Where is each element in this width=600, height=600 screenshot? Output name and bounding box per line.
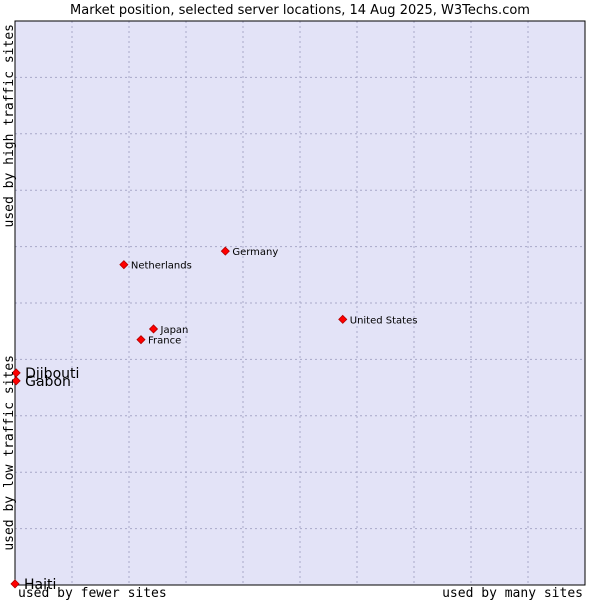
point-germany: Germany [220, 246, 278, 258]
marker-haiti [10, 579, 20, 589]
plot-border [14, 20, 586, 586]
marker-france [136, 335, 146, 345]
y-axis-label-bottom: used by low traffic sites [2, 355, 17, 551]
marker-gabon [11, 376, 21, 386]
marker-united-states [338, 314, 348, 324]
label-djibouti: Djibouti [25, 366, 79, 382]
label-germany: Germany [232, 247, 278, 258]
x-axis-label-right: used by many sites [442, 586, 583, 600]
y-axis-label-top: used by high traffic sites [2, 24, 17, 228]
point-haiti: Haiti [10, 577, 56, 593]
label-united-states: United States [350, 315, 418, 326]
marker-germany [220, 246, 230, 256]
point-japan: Japan [148, 324, 189, 336]
x-axis-label-left: used by fewer sites [18, 586, 167, 600]
data-points: Germany Netherlands United States JapanFran… [10, 246, 418, 593]
label-haiti: Haiti [24, 577, 56, 593]
marker-japan [148, 324, 159, 334]
label-netherlands: Netherlands [131, 261, 192, 272]
label-gabon: Gabon [25, 374, 71, 390]
point-netherlands: Netherlands [119, 260, 192, 272]
label-japan: Japan [160, 325, 189, 336]
chart-title: Market position, selected server locatio… [70, 3, 530, 18]
point-gabon: Gabon [11, 374, 71, 390]
point-united-states: United States [338, 314, 418, 326]
label-france: France [148, 336, 181, 347]
marker-netherlands [119, 260, 129, 270]
grid-lines [15, 21, 585, 585]
point-france: France [136, 335, 181, 347]
